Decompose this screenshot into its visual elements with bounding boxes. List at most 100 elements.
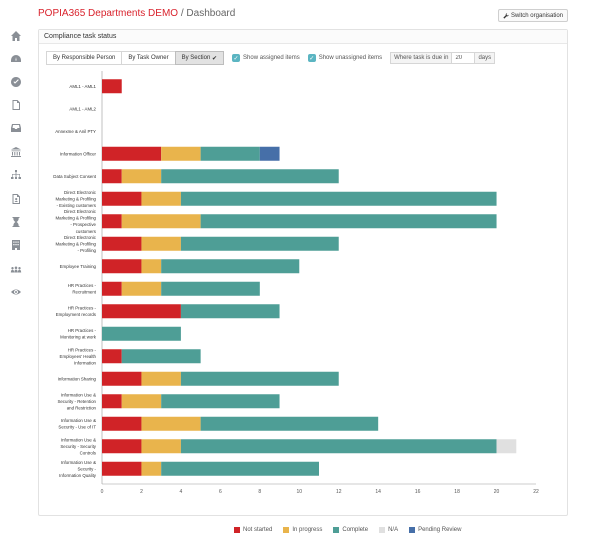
tab-by-responsible-person[interactable]: By Responsible Person	[46, 51, 123, 65]
legend-item-na[interactable]: N/A	[379, 527, 398, 533]
y-category-label: Direct Electronic	[64, 190, 97, 195]
building-icon[interactable]	[9, 238, 23, 252]
y-category-label: Employee Training	[60, 264, 97, 269]
tab-label: By Responsible Person	[53, 55, 116, 61]
bar-segment-not-started	[102, 349, 122, 364]
sidebar	[0, 0, 32, 523]
app-name[interactable]: POPIA365 Departments DEMO	[38, 8, 179, 19]
people-icon[interactable]	[9, 262, 23, 276]
bar-segment-not-started	[102, 416, 142, 431]
inbox-icon[interactable]	[9, 121, 23, 135]
legend-item-not-started[interactable]: Not started	[234, 527, 272, 533]
bar-segment-complete	[200, 146, 260, 161]
bar-segment-not-started	[102, 79, 122, 94]
bar-segment-in-progress	[141, 439, 181, 454]
x-tick-label: 14	[375, 489, 381, 495]
y-category-label: Recruitment	[72, 290, 96, 295]
compliance-bar-chart: 0 2 4 6 8 10 12 14 16 18 20 22 AML1 - AML1 AML1 - AML…	[53, 71, 539, 495]
bar-segment-not-started	[102, 214, 122, 229]
switch-organisation-button[interactable]: Switch organisation	[497, 9, 568, 22]
y-category-label: Information Use &	[61, 418, 96, 423]
check-circle-icon[interactable]	[9, 75, 23, 89]
bar-segment-na	[496, 439, 517, 454]
wrench-icon	[503, 12, 509, 19]
bar-segment-not-started	[102, 169, 122, 184]
bar-segment-not-started	[102, 281, 122, 296]
bar-segment-complete	[161, 461, 319, 476]
grouping-tabs: By Responsible Person By Task Owner By S…	[46, 51, 225, 65]
bar-segment-complete	[200, 416, 379, 431]
panel-title: Compliance task status	[39, 30, 567, 44]
show-unassigned-label: Show unassigned items	[318, 55, 383, 61]
show-assigned-toggle[interactable]: ✓ Show assigned items	[232, 54, 300, 62]
dashboard-gauge-icon[interactable]	[9, 52, 23, 66]
y-category-label: Marketing & Profiling	[55, 216, 96, 221]
page-title: POPIA365 Departments DEMO / Dashboard	[38, 8, 235, 19]
bar-segment-not-started	[102, 259, 142, 274]
show-unassigned-checkbox[interactable]: ✓	[307, 54, 316, 62]
y-category-label: Marketing & Profiling	[55, 196, 96, 201]
x-tick-label: 16	[415, 489, 421, 495]
y-category-label: Information Use &	[61, 460, 96, 465]
chart-legend: Not started In progress Complete N/A Pen…	[234, 527, 461, 533]
show-unassigned-toggle[interactable]: ✓ Show unassigned items	[307, 54, 383, 62]
show-assigned-checkbox[interactable]: ✓	[232, 54, 241, 62]
y-category-label: Information Sharing	[58, 376, 97, 381]
y-category-label: - Existing customers	[56, 203, 96, 208]
x-tick-label: 6	[219, 489, 222, 495]
document-icon[interactable]	[9, 98, 23, 112]
x-tick-label: 22	[533, 489, 539, 495]
eye-icon[interactable]	[9, 285, 23, 299]
legend-item-in-progress[interactable]: In progress	[283, 527, 322, 533]
bar-segment-complete	[102, 326, 181, 341]
x-tick-label: 4	[180, 489, 183, 495]
bar-segment-in-progress	[141, 259, 162, 274]
legend-item-pending-review[interactable]: Pending Review	[409, 527, 461, 533]
bar-segment-in-progress	[141, 191, 181, 206]
legend-swatch	[234, 527, 240, 533]
y-category-label: AML1 - AML1	[69, 84, 96, 89]
bar-segment-complete	[180, 191, 497, 206]
legend-swatch	[283, 527, 290, 533]
bar-segment-not-started	[102, 191, 142, 206]
bar-segment-complete	[161, 169, 339, 184]
y-category-label: Information Use &	[61, 392, 96, 397]
bar-segment-complete	[180, 236, 339, 251]
y-category-label: Monitoring at work	[60, 335, 97, 340]
legend-item-complete[interactable]: Complete	[333, 527, 368, 533]
tab-label: By Task Owner	[128, 55, 169, 61]
legend-swatch	[379, 527, 386, 533]
bar-segment-not-started	[102, 236, 142, 251]
tab-by-section[interactable]: By Section ✔	[174, 51, 225, 65]
y-category-label: Controls	[80, 450, 97, 455]
bar-segment-complete	[180, 304, 280, 319]
bar-segment-in-progress	[121, 169, 162, 184]
user-document-icon[interactable]	[9, 192, 23, 206]
bar-segment-not-started	[102, 146, 162, 161]
due-filter: Where task is due in days	[390, 52, 496, 64]
home-icon[interactable]	[9, 29, 23, 43]
x-tick-label: 0	[101, 489, 104, 495]
bar-segment-in-progress	[121, 394, 162, 409]
y-category-label: Information Quality	[59, 473, 97, 478]
legend-label: Complete	[342, 527, 369, 533]
y-category-label: - Prospective	[70, 222, 96, 227]
tab-by-task-owner[interactable]: By Task Owner	[121, 51, 176, 65]
y-category-label: Direct Electronic	[64, 209, 97, 214]
due-days-input[interactable]	[452, 52, 475, 64]
legend-swatch	[333, 527, 340, 533]
bar-segment-complete	[161, 281, 260, 296]
bank-icon[interactable]	[9, 145, 23, 159]
legend-label: In progress	[292, 527, 323, 533]
sitemap-icon[interactable]	[9, 168, 23, 182]
breadcrumb-page: Dashboard	[186, 8, 236, 19]
bar-segment-not-started	[102, 304, 181, 319]
x-tick-label: 18	[454, 489, 460, 495]
bar-segment-in-progress	[141, 371, 181, 386]
due-unit: days	[474, 52, 496, 64]
y-category-label: HR Practices -	[68, 347, 97, 352]
bar-segment-pending-review	[259, 146, 280, 161]
hourglass-icon[interactable]	[9, 215, 23, 229]
y-category-label: HR Practices -	[68, 328, 97, 333]
bar-segment-complete	[161, 259, 300, 274]
